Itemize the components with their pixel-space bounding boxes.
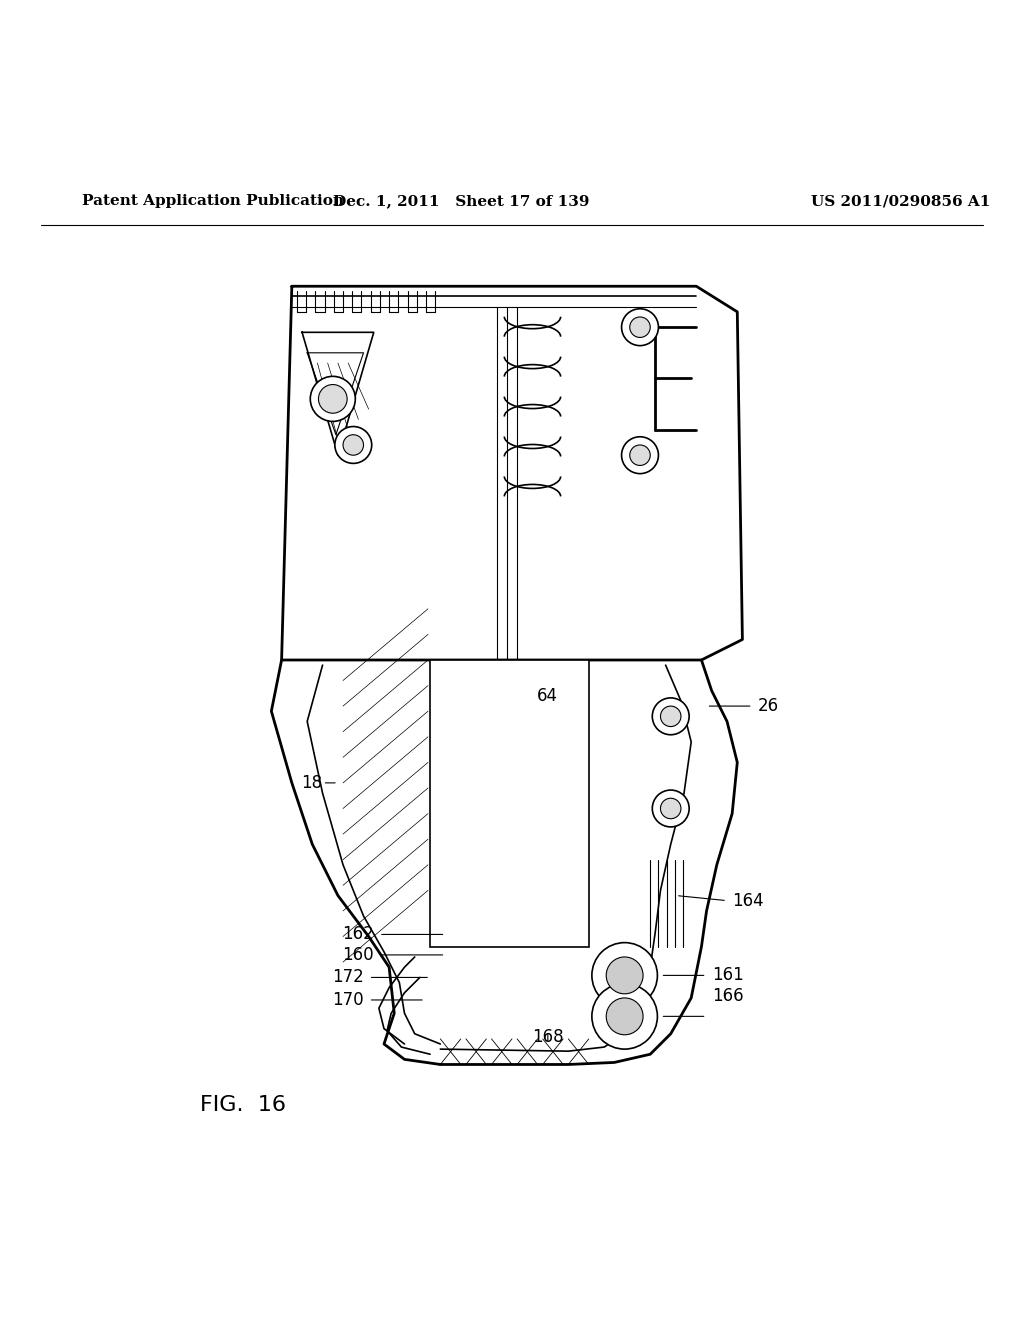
Circle shape (652, 791, 689, 826)
Bar (430, 660, 589, 946)
Text: Patent Application Publication: Patent Application Publication (82, 194, 344, 209)
Text: 161: 161 (712, 966, 743, 985)
Circle shape (335, 426, 372, 463)
Text: 162: 162 (342, 925, 374, 944)
Circle shape (660, 706, 681, 726)
Text: 64: 64 (538, 686, 558, 705)
Text: US 2011/0290856 A1: US 2011/0290856 A1 (811, 194, 991, 209)
Circle shape (630, 445, 650, 466)
Text: Dec. 1, 2011   Sheet 17 of 139: Dec. 1, 2011 Sheet 17 of 139 (333, 194, 589, 209)
Circle shape (606, 998, 643, 1035)
Text: 172: 172 (332, 969, 364, 986)
Circle shape (318, 384, 347, 413)
Text: 168: 168 (532, 1028, 563, 1045)
Circle shape (606, 957, 643, 994)
Text: 164: 164 (732, 891, 764, 909)
Circle shape (310, 376, 355, 421)
Text: FIG.  16: FIG. 16 (200, 1096, 286, 1115)
Text: 160: 160 (342, 946, 374, 964)
Text: 26: 26 (758, 697, 779, 715)
Circle shape (592, 942, 657, 1008)
Circle shape (592, 983, 657, 1049)
Circle shape (622, 437, 658, 474)
Circle shape (343, 434, 364, 455)
Circle shape (660, 799, 681, 818)
Circle shape (652, 698, 689, 735)
Circle shape (630, 317, 650, 338)
Text: 166: 166 (712, 987, 743, 1005)
Text: 18: 18 (301, 774, 323, 792)
Text: 170: 170 (332, 991, 364, 1008)
Circle shape (622, 309, 658, 346)
